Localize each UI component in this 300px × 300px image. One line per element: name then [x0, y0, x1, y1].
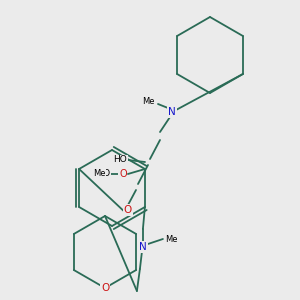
Text: Me: Me [165, 235, 177, 244]
Text: MeO: MeO [91, 169, 110, 178]
Text: O: O [119, 169, 127, 179]
Text: Me: Me [93, 169, 105, 178]
Text: O: O [124, 205, 132, 215]
Text: N: N [168, 107, 176, 117]
Text: HO: HO [113, 155, 127, 164]
Text: Me: Me [142, 97, 154, 106]
Text: O: O [101, 283, 109, 293]
Text: N: N [139, 242, 147, 252]
